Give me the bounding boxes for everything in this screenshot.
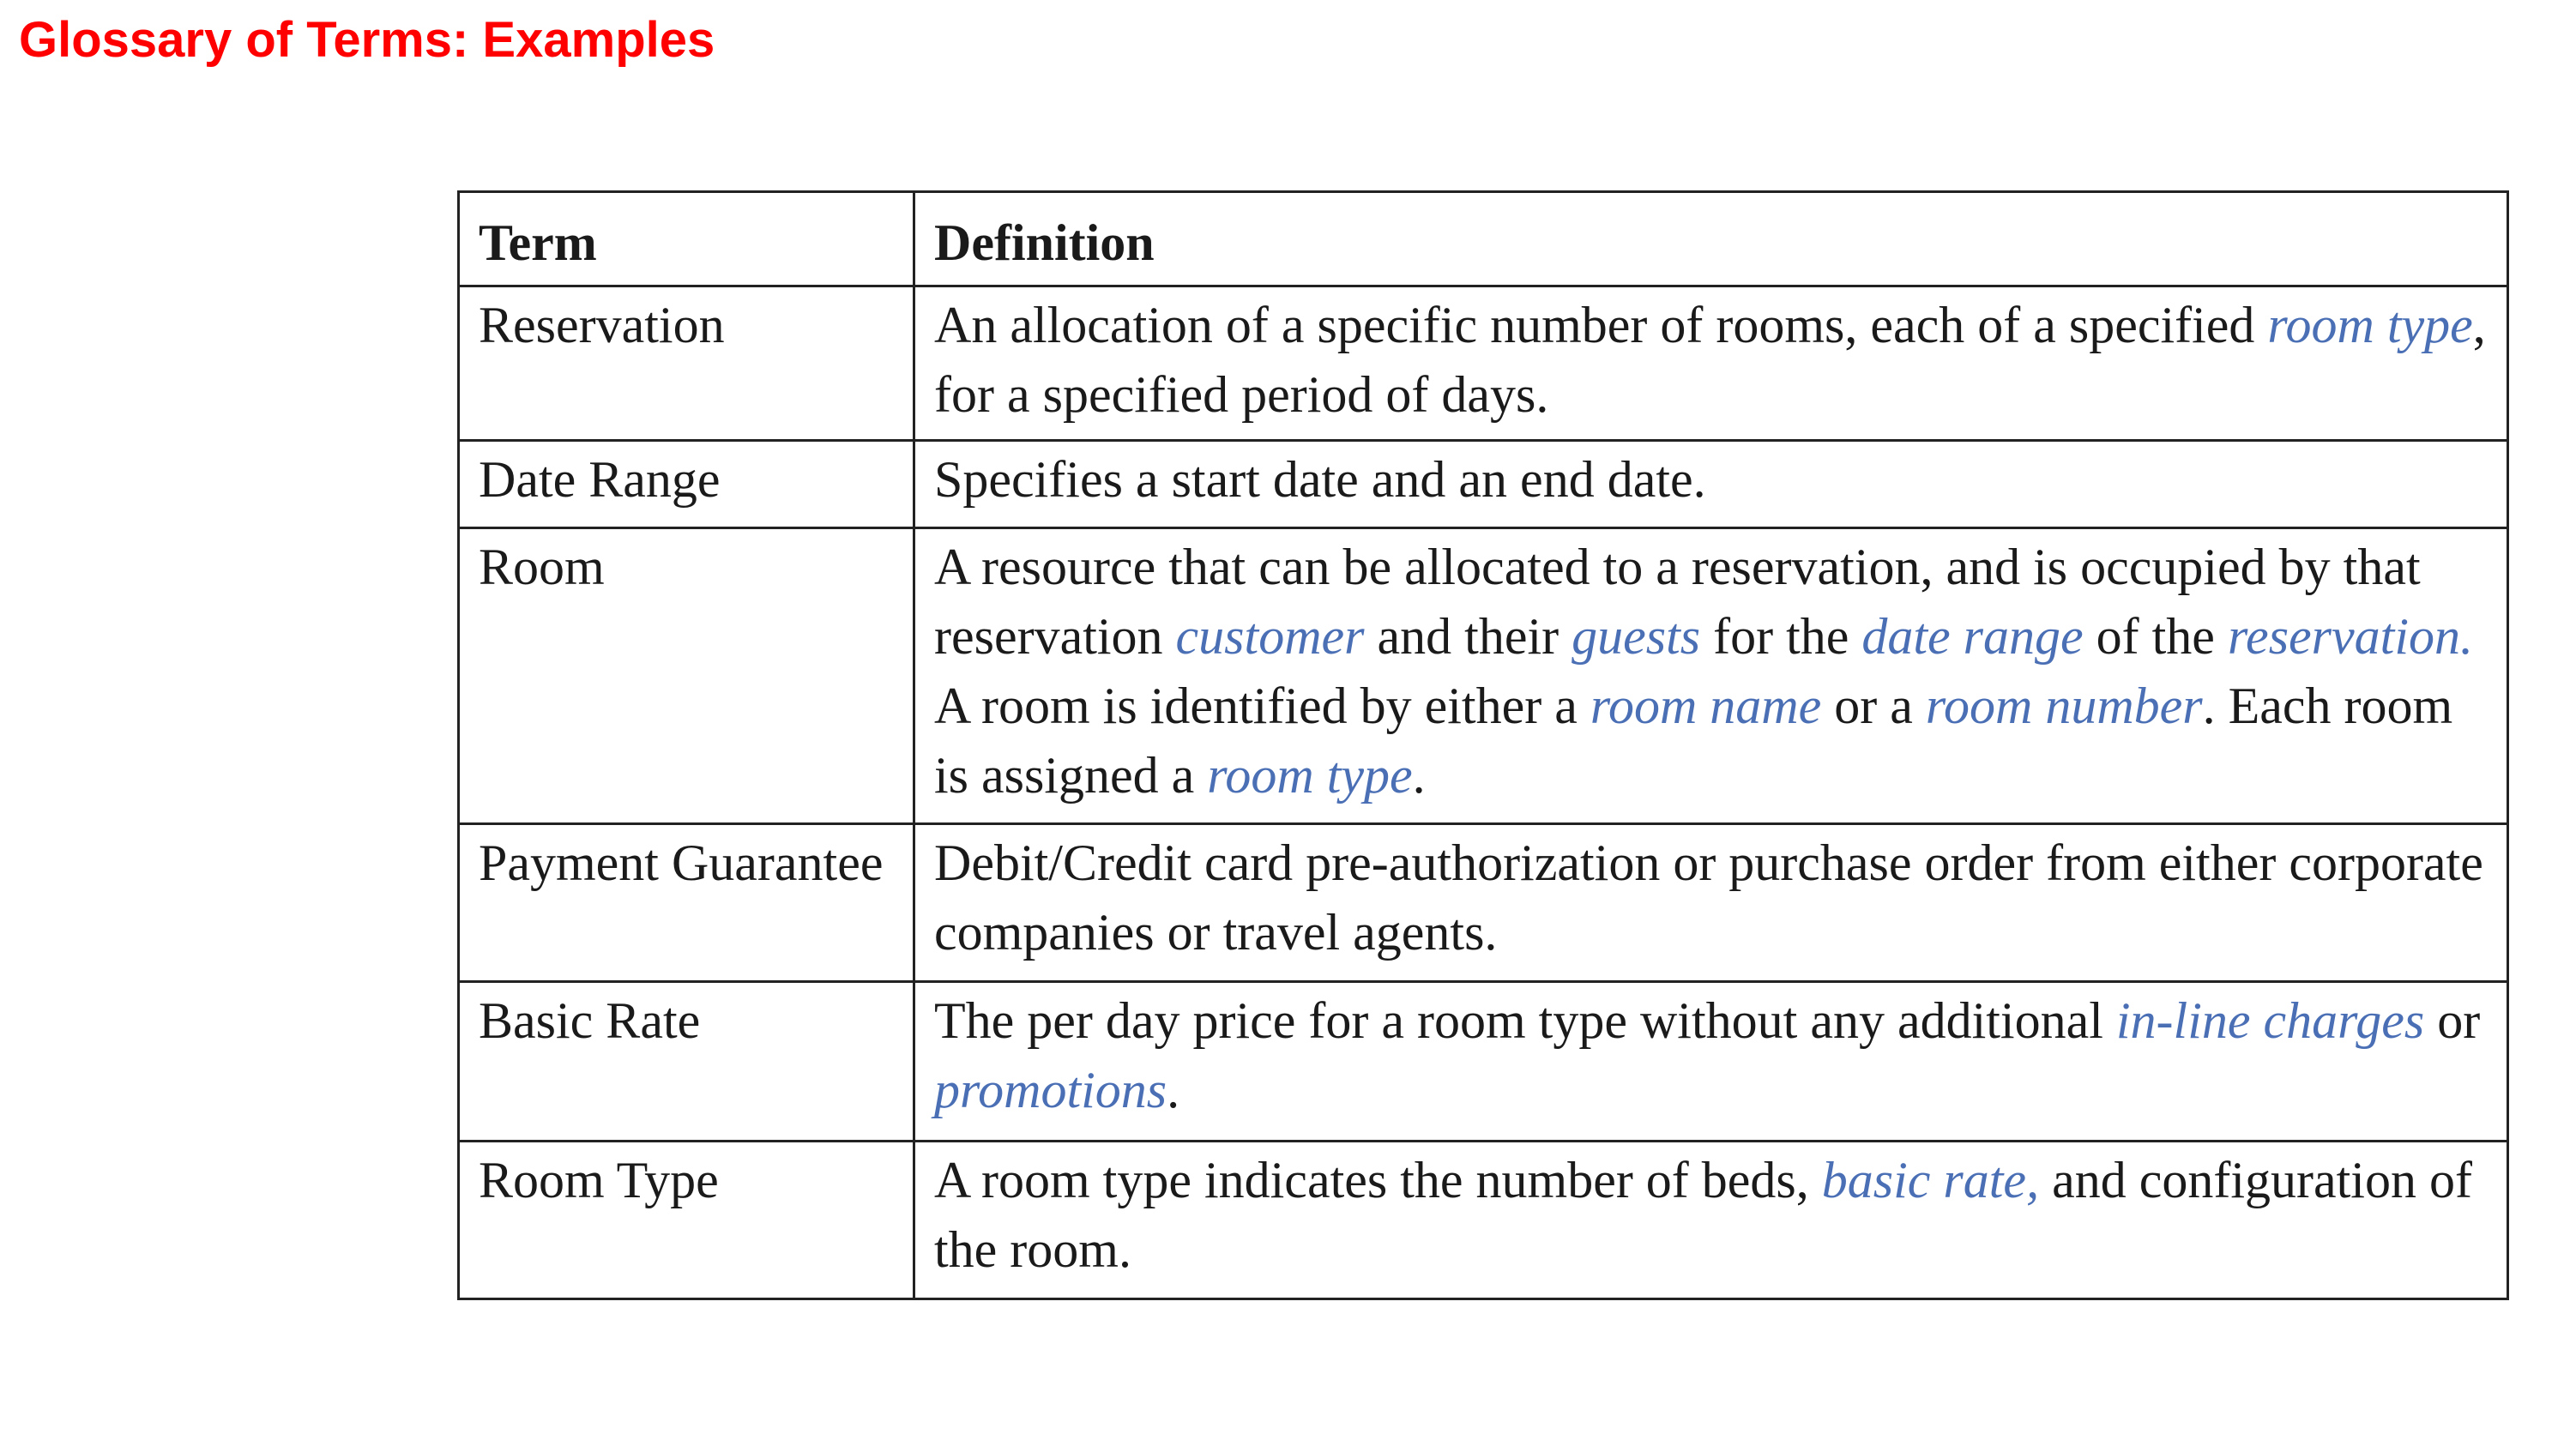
term-cell: Basic Rate — [457, 980, 915, 1142]
glossary-term-reference: in-line charges — [2115, 992, 2425, 1049]
glossary-term-reference: room number — [1925, 678, 2203, 734]
definition-text: , for a specified period of days. — [934, 297, 2486, 423]
glossary-table: Term Definition Reservation An allocatio… — [457, 190, 2509, 1300]
definition-text: A resource that can be allocated to a re… — [934, 539, 2421, 665]
table-header-row: Term Definition — [457, 190, 2509, 287]
glossary-term-reference: guests — [1572, 608, 1701, 665]
definition-cell: A room type indicates the number of beds… — [913, 1140, 2509, 1300]
term-cell: Reservation — [457, 285, 915, 442]
glossary-term-reference: reservation. — [2227, 608, 2473, 665]
definition-text: . — [1167, 1062, 1180, 1118]
definition-cell: Debit/Credit card pre-authorization or p… — [913, 822, 2509, 983]
table-row: Basic Rate The per day price for a room … — [457, 980, 2509, 1142]
table-row: Room A resource that can be allocated to… — [457, 527, 2509, 825]
definition-text: . Each room is assigned a — [934, 678, 2453, 804]
definition-text: A room is identified by either a — [934, 678, 1590, 734]
definition-text: A room type indicates the number of beds… — [934, 1152, 1822, 1208]
definition-text: or — [2424, 992, 2481, 1049]
glossary-term-reference: promotions — [934, 1062, 1167, 1118]
page-title: Glossary of Terms: Examples — [19, 12, 715, 68]
term-cell: Room Type — [457, 1140, 915, 1300]
table-row: Payment Guarantee Debit/Credit card pre-… — [457, 822, 2509, 983]
term-cell: Room — [457, 527, 915, 825]
glossary-term-reference: room type — [2267, 297, 2473, 353]
definition-text: The per day price for a room type withou… — [934, 992, 2116, 1049]
definition-cell: Specifies a start date and an end date. — [913, 439, 2509, 529]
glossary-term-reference: room type — [1207, 747, 1413, 804]
definition-text: for the — [1700, 608, 1862, 665]
definition-text: An allocation of a specific number of ro… — [934, 297, 2268, 353]
glossary-term-reference: basic rate, — [1821, 1152, 2040, 1208]
definition-text: of the — [2083, 608, 2228, 665]
definition-text: . — [1412, 747, 1426, 804]
table-row: Room Type A room type indicates the numb… — [457, 1140, 2509, 1300]
glossary-term-reference: date range — [1861, 608, 2084, 665]
column-header-term: Term — [457, 190, 915, 287]
table-row: Date Range Specifies a start date and an… — [457, 439, 2509, 529]
column-header-definition: Definition — [913, 190, 2509, 287]
term-cell: Date Range — [457, 439, 915, 529]
definition-text: Debit/Credit card pre-authorization or p… — [934, 834, 2483, 961]
definition-cell: An allocation of a specific number of ro… — [913, 285, 2509, 442]
definition-text: and configuration of the room. — [934, 1152, 2472, 1278]
term-cell: Payment Guarantee — [457, 822, 915, 983]
definition-text: Specifies a start date and an end date. — [934, 451, 1706, 508]
glossary-term-reference: customer — [1175, 608, 1365, 665]
definition-text: and their — [1364, 608, 1572, 665]
definition-cell: The per day price for a room type withou… — [913, 980, 2509, 1142]
table-row: Reservation An allocation of a specific … — [457, 285, 2509, 442]
glossary-term-reference: room name — [1590, 678, 1822, 734]
definition-cell: A resource that can be allocated to a re… — [913, 527, 2509, 825]
definition-text: or a — [1821, 678, 1926, 734]
